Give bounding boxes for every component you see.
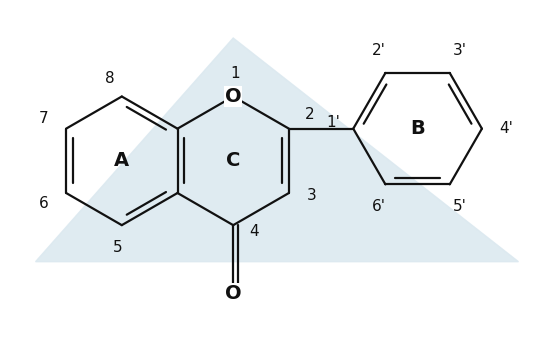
Text: O: O [225, 87, 242, 106]
Text: 7: 7 [39, 111, 48, 126]
Text: 4: 4 [249, 224, 259, 239]
Text: C: C [226, 151, 241, 170]
Text: 6': 6' [372, 199, 386, 214]
Text: 5: 5 [113, 240, 123, 255]
Text: A: A [114, 151, 129, 170]
Text: 1': 1' [326, 115, 340, 130]
Text: 1: 1 [230, 67, 239, 82]
Text: 2: 2 [305, 107, 314, 122]
Polygon shape [36, 38, 518, 262]
Text: 5': 5' [453, 199, 467, 214]
Text: 4': 4' [500, 121, 513, 136]
Text: 2': 2' [372, 43, 386, 58]
Text: 3': 3' [453, 43, 467, 58]
Text: 6: 6 [39, 196, 48, 211]
Text: 8: 8 [105, 70, 115, 85]
Text: O: O [225, 284, 242, 303]
Text: 3: 3 [306, 188, 316, 203]
Text: B: B [410, 119, 425, 138]
